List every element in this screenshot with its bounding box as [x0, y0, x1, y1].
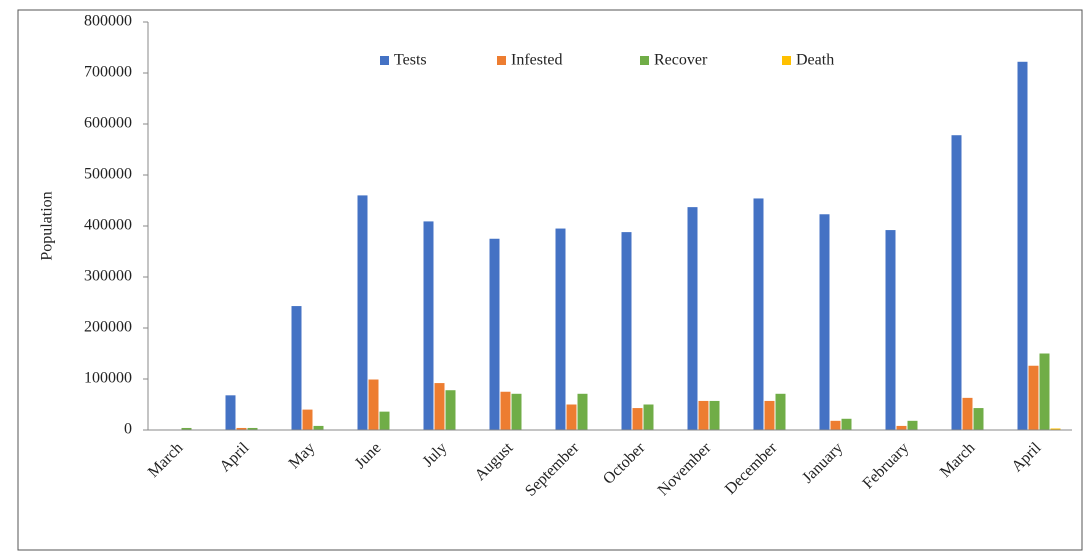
chart-border: [17, 9, 1083, 551]
y-axis-label: Population: [39, 191, 56, 260]
y-tick-label: 200000: [84, 319, 132, 336]
bar: [907, 420, 918, 430]
bar: [489, 238, 500, 430]
bar: [379, 411, 390, 430]
y-tick-label: 300000: [84, 268, 132, 285]
y-tick-label: 700000: [84, 64, 132, 81]
bar: [181, 427, 192, 430]
bar: [753, 198, 764, 430]
y-tick-label: 100000: [84, 370, 132, 387]
bar: [225, 395, 236, 430]
bar: [764, 400, 775, 430]
legend-swatch: [782, 56, 791, 65]
bar: [1050, 428, 1061, 430]
legend-label: Tests: [394, 52, 427, 69]
bar: [973, 408, 984, 430]
bar: [819, 214, 830, 430]
bar: [357, 195, 368, 430]
bar: [687, 207, 698, 430]
bar: [566, 404, 577, 430]
bar: [896, 425, 907, 430]
bar: [434, 383, 445, 430]
bar: [951, 135, 962, 430]
bar: [247, 427, 258, 430]
bar: [643, 404, 654, 430]
legend-label: Recover: [654, 52, 708, 69]
bar: [841, 418, 852, 430]
bar: [1017, 61, 1028, 430]
bar: [709, 400, 720, 430]
y-tick-label: 400000: [84, 217, 132, 234]
bar: [1028, 365, 1039, 430]
bar: [885, 230, 896, 430]
bar: [962, 397, 973, 430]
bar: [555, 228, 566, 430]
legend-label: Infested: [511, 52, 563, 69]
bar: [577, 393, 588, 430]
bar: [368, 379, 379, 430]
bar: [500, 391, 511, 430]
bar: [302, 409, 313, 430]
bar: [313, 425, 324, 430]
legend-swatch: [497, 56, 506, 65]
bar: [445, 390, 456, 430]
bar: [291, 306, 302, 430]
bar: [632, 408, 643, 430]
legend-swatch: [380, 56, 389, 65]
bar: [423, 221, 434, 430]
bar: [511, 393, 522, 430]
bar: [830, 420, 841, 430]
y-tick-label: 0: [124, 421, 132, 438]
bar: [698, 400, 709, 430]
y-tick-label: 600000: [84, 115, 132, 132]
bar: [621, 232, 632, 430]
y-tick-label: 800000: [84, 13, 132, 30]
legend-label: Death: [796, 52, 834, 69]
legend-swatch: [640, 56, 649, 65]
bar: [1039, 353, 1050, 430]
bar: [775, 393, 786, 430]
y-tick-label: 500000: [84, 166, 132, 183]
bar: [236, 427, 247, 430]
